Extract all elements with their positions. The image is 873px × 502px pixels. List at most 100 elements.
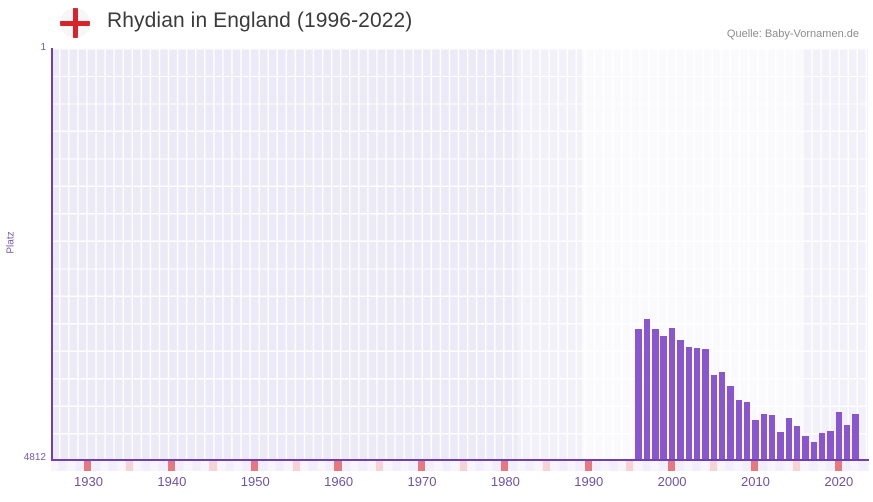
year-cell-2005 <box>709 461 717 471</box>
year-cell-1949 <box>242 461 250 471</box>
year-cell-1972 <box>434 461 442 471</box>
year-cell-1999 <box>659 461 667 471</box>
year-cell-1998 <box>651 461 659 471</box>
year-cell-1975 <box>459 461 467 471</box>
year-cell-1960 <box>334 461 342 471</box>
bar-2007[interactable] <box>727 386 734 460</box>
year-cell-2023 <box>859 461 867 471</box>
bar-2015[interactable] <box>793 425 801 460</box>
x-tick-1970: 1970 <box>407 474 437 489</box>
year-cell-1994 <box>617 461 626 471</box>
page-title: Rhydian in England (1996-2022) <box>107 9 413 32</box>
year-cell-1952 <box>267 461 275 471</box>
year-cell-1976 <box>467 461 475 471</box>
year-cell-1993 <box>609 461 617 471</box>
bar-2011[interactable] <box>760 414 768 460</box>
year-cell-1967 <box>392 461 400 471</box>
bar-2018[interactable] <box>818 433 826 460</box>
year-cell-1948 <box>234 461 242 471</box>
bar-2020[interactable] <box>835 411 843 460</box>
bar-1998[interactable] <box>652 328 659 460</box>
bar-1999[interactable] <box>660 335 667 460</box>
flag-cross-horizontal <box>60 20 90 26</box>
year-cell-1940 <box>167 461 175 471</box>
year-cell-1936 <box>134 461 142 471</box>
year-cell-1969 <box>409 461 417 471</box>
bar-2021[interactable] <box>843 424 851 460</box>
year-cell-1964 <box>367 461 375 471</box>
year-cell-1977 <box>476 461 484 471</box>
x-tick-2000: 2000 <box>657 474 687 489</box>
year-cell-1997 <box>642 461 651 471</box>
bar-2013[interactable] <box>777 431 784 460</box>
year-cell-1939 <box>159 461 167 471</box>
year-cell-2012 <box>767 461 776 471</box>
x-axis-line <box>51 459 869 461</box>
bar-2001[interactable] <box>677 339 684 460</box>
bar-2004[interactable] <box>702 349 709 460</box>
x-tick-2020: 2020 <box>824 474 854 489</box>
year-marker-band <box>51 461 869 471</box>
year-cell-2006 <box>717 461 726 471</box>
year-cell-1932 <box>101 461 109 471</box>
bar-2016[interactable] <box>802 435 809 460</box>
bar-2003[interactable] <box>693 347 701 460</box>
bar-2019[interactable] <box>827 430 834 460</box>
year-cell-1982 <box>517 461 525 471</box>
year-cell-2015 <box>792 461 801 471</box>
year-cell-1962 <box>351 461 359 471</box>
year-cell-1953 <box>276 461 284 471</box>
year-cell-2000 <box>667 461 676 471</box>
bar-2012[interactable] <box>768 415 776 460</box>
year-cell-1944 <box>201 461 209 471</box>
x-tick-1990: 1990 <box>574 474 604 489</box>
bar-2022[interactable] <box>852 414 859 460</box>
year-cell-1955 <box>292 461 300 471</box>
year-cell-1959 <box>326 461 334 471</box>
year-cell-1945 <box>209 461 217 471</box>
year-cell-1983 <box>526 461 534 471</box>
bar-2008[interactable] <box>735 399 743 460</box>
x-tick-2010: 2010 <box>740 474 770 489</box>
bar-2002[interactable] <box>685 346 692 460</box>
bar-2006[interactable] <box>718 372 726 460</box>
year-cell-1946 <box>217 461 225 471</box>
year-cell-1996 <box>634 461 642 471</box>
year-cell-2002 <box>684 461 692 471</box>
year-cell-1973 <box>442 461 450 471</box>
bar-2017[interactable] <box>810 441 818 460</box>
year-cell-2011 <box>759 461 767 471</box>
x-tick-1950: 1950 <box>240 474 270 489</box>
bar-2009[interactable] <box>743 402 751 460</box>
year-cell-1987 <box>559 461 567 471</box>
year-cell-1951 <box>259 461 267 471</box>
year-cell-1947 <box>226 461 234 471</box>
year-cell-1992 <box>601 461 609 471</box>
year-cell-1938 <box>151 461 159 471</box>
year-cell-2016 <box>801 461 809 471</box>
year-cell-1966 <box>384 461 392 471</box>
bar-2005[interactable] <box>710 375 718 460</box>
year-cell-1979 <box>492 461 500 471</box>
year-cell-1954 <box>284 461 292 471</box>
england-flag-icon <box>60 8 90 38</box>
bar-2014[interactable] <box>785 417 793 460</box>
year-cell-1958 <box>317 461 325 471</box>
year-cell-1928 <box>67 461 75 471</box>
year-cell-2021 <box>842 461 851 471</box>
year-cell-1930 <box>84 461 92 471</box>
year-cell-2017 <box>809 461 817 471</box>
year-cell-1985 <box>542 461 550 471</box>
year-cell-1956 <box>301 461 309 471</box>
bar-1997[interactable] <box>643 319 651 460</box>
year-cell-1926 <box>51 461 59 471</box>
x-tick-1980: 1980 <box>490 474 520 489</box>
year-cell-2013 <box>776 461 784 471</box>
year-cell-1984 <box>534 461 542 471</box>
year-cell-2001 <box>676 461 684 471</box>
bar-1996[interactable] <box>635 328 642 460</box>
year-cell-1937 <box>142 461 150 471</box>
plot-area <box>51 48 868 460</box>
bar-2000[interactable] <box>668 327 676 460</box>
bar-2010[interactable] <box>752 420 759 460</box>
